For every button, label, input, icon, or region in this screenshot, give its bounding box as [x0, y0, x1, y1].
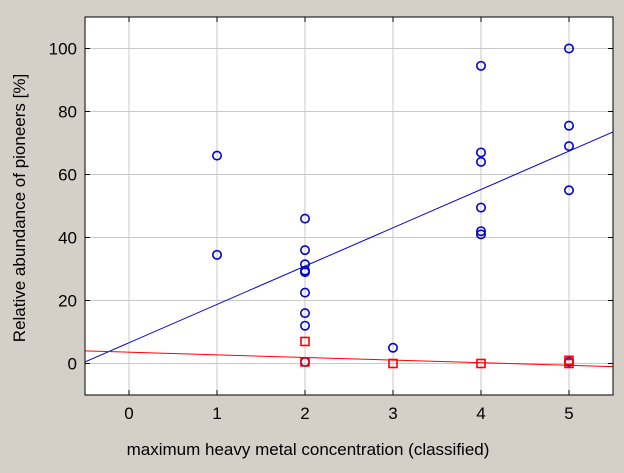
- circle-point: [563, 141, 574, 152]
- y-tick-label: 40: [58, 229, 77, 248]
- tick-labels: 0 1 2 3 4 5 0 20 40 60 80 100: [49, 17, 613, 423]
- circle-point: [475, 60, 486, 71]
- x-axis-label: maximum heavy metal concentration (class…: [127, 440, 490, 459]
- x-tick-label: 4: [476, 404, 485, 423]
- square-point: [300, 357, 310, 367]
- y-tick-label: 60: [58, 166, 77, 185]
- circle-point: [299, 320, 310, 331]
- circle-point: [563, 185, 574, 196]
- y-axis-label: Relative abundance of pioneers [%]: [10, 74, 29, 342]
- circle-point: [299, 213, 310, 224]
- y-tick-label: 20: [58, 292, 77, 311]
- fit-lines: [84, 131, 614, 368]
- x-tick-label: 5: [564, 404, 573, 423]
- y-tick-label: 80: [58, 103, 77, 122]
- x-tick-label: 3: [388, 404, 397, 423]
- x-tick-label: 0: [124, 404, 133, 423]
- fit-line-square: [84, 350, 614, 368]
- x-tick-label: 1: [212, 404, 221, 423]
- plot-area: [85, 17, 613, 395]
- y-tick-label: 0: [68, 355, 77, 374]
- circle-point: [475, 226, 486, 237]
- circle-point: [563, 120, 574, 131]
- x-tick-label: 2: [300, 404, 309, 423]
- plot-frame: [84, 16, 614, 396]
- circle-point: [299, 287, 310, 298]
- circle-point: [475, 147, 486, 158]
- square-point: [388, 358, 398, 369]
- square-point: [300, 336, 310, 347]
- circle-point: [212, 150, 223, 161]
- fit-line-circle: [84, 131, 614, 363]
- circle-point: [299, 267, 310, 278]
- circle-point: [212, 249, 223, 260]
- grid: [85, 17, 613, 395]
- circle-point: [475, 202, 486, 213]
- square-point: [476, 358, 486, 369]
- circle-point: [387, 342, 398, 353]
- circle-point: [475, 156, 486, 167]
- square-point: [564, 358, 574, 369]
- y-tick-label: 100: [49, 40, 77, 59]
- circle-point: [299, 245, 310, 256]
- circle-point: [563, 43, 574, 54]
- circle-point: [299, 308, 310, 319]
- circle-point: [475, 229, 486, 240]
- data-points: [212, 43, 574, 369]
